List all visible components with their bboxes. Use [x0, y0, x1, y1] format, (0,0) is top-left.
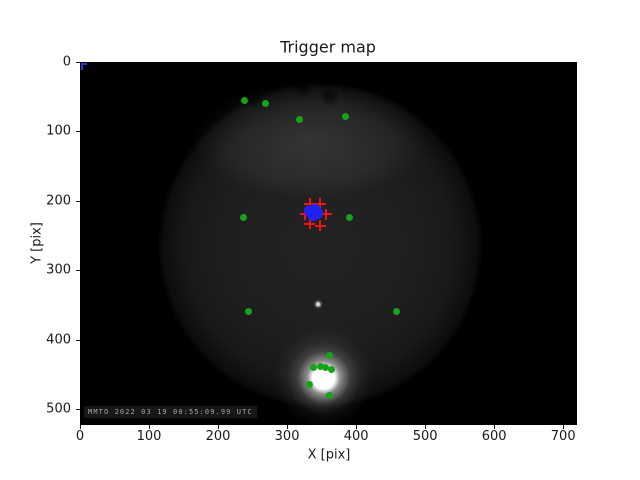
x-tick-label: 0: [75, 429, 85, 444]
corner-marker: [81, 63, 87, 70]
x-tick-label: 100: [136, 429, 162, 444]
plot-area: MMTO 2022 03 19 00:55:09.99 UTC: [80, 62, 577, 425]
y-tick-mark: [76, 200, 80, 202]
neighbor-plus-marker: [304, 198, 316, 210]
x-tick-label: 200: [205, 429, 231, 444]
x-tick-mark: [287, 425, 289, 429]
x-tick-label: 400: [343, 429, 369, 444]
x-tick-mark: [494, 425, 496, 429]
trigger-point-marker: [309, 363, 317, 371]
trigger-point-marker: [341, 112, 349, 120]
trigger-point-marker: [328, 365, 336, 373]
trigger-point-marker: [326, 391, 334, 399]
trigger-point-marker: [240, 213, 248, 221]
y-tick-label: 400: [46, 332, 71, 348]
x-tick-mark: [425, 425, 427, 429]
chart-title: Trigger map: [280, 37, 376, 57]
neighbor-plus-marker: [314, 220, 326, 232]
y-tick-label: 500: [46, 401, 71, 417]
y-tick-mark: [76, 409, 80, 411]
trigger-point-marker: [345, 213, 353, 221]
y-tick-mark: [76, 131, 80, 133]
y-tick-mark: [76, 270, 80, 272]
x-tick-label: 300: [274, 429, 300, 444]
y-tick-label: 100: [46, 123, 71, 139]
neighbor-plus-marker: [320, 208, 332, 220]
trigger-point-marker: [322, 363, 330, 371]
x-tick-mark: [80, 425, 81, 429]
y-tick-label: 200: [46, 193, 71, 209]
timestamp-overlay: MMTO 2022 03 19 00:55:09.99 UTC: [84, 406, 257, 418]
x-tick-mark: [149, 425, 151, 429]
trigger-point-marker: [317, 363, 325, 371]
x-tick-mark: [563, 425, 565, 429]
allsky-camera-image: [80, 62, 577, 425]
y-tick-label: 300: [46, 262, 71, 278]
y-axis-label: Y [pix]: [29, 222, 45, 264]
trigger-point-marker: [241, 97, 249, 105]
trigger-point-marker: [262, 100, 270, 108]
x-axis-label: X [pix]: [307, 447, 351, 463]
y-tick-mark: [76, 62, 80, 63]
neighbor-plus-marker: [314, 198, 326, 210]
center-point-marker: [310, 207, 323, 220]
trigger-point-marker: [392, 307, 400, 315]
trigger-point-marker: [244, 308, 252, 316]
neighbor-plus-marker: [304, 218, 316, 230]
trigger-point-marker: [325, 352, 333, 360]
x-tick-label: 700: [550, 429, 576, 444]
x-tick-label: 500: [412, 429, 438, 444]
y-tick-label: 0: [62, 54, 71, 70]
trigger-point-marker: [296, 116, 303, 124]
x-tick-label: 600: [481, 429, 507, 444]
x-tick-mark: [218, 425, 220, 429]
x-tick-mark: [356, 425, 358, 429]
y-tick-mark: [76, 339, 80, 341]
trigger-point-marker: [305, 381, 313, 389]
